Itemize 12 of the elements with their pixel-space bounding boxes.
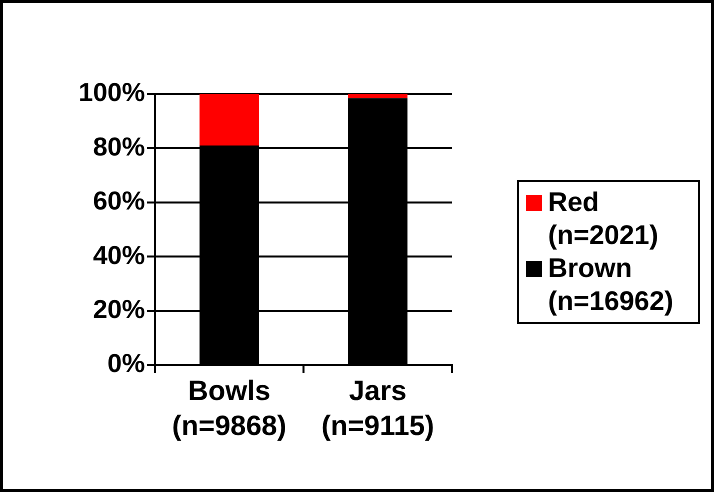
y-tick-label: 40%: [92, 240, 145, 270]
x-tick-label: Jars (n=9115): [321, 375, 434, 442]
y-tick-label: 80%: [92, 131, 145, 162]
y-tick-label: 60%: [92, 186, 145, 216]
legend-label: Red (n=2021): [548, 186, 658, 252]
legend-label: Brown (n=16962): [548, 252, 674, 318]
bar: [200, 94, 259, 146]
y-tick-label: 100%: [78, 77, 145, 108]
y-tick-label: 0%: [107, 348, 145, 378]
y-tick-label: 20%: [92, 294, 145, 324]
bar: [348, 94, 408, 98]
x-tick-label: Bowls (n=9868): [172, 375, 286, 442]
